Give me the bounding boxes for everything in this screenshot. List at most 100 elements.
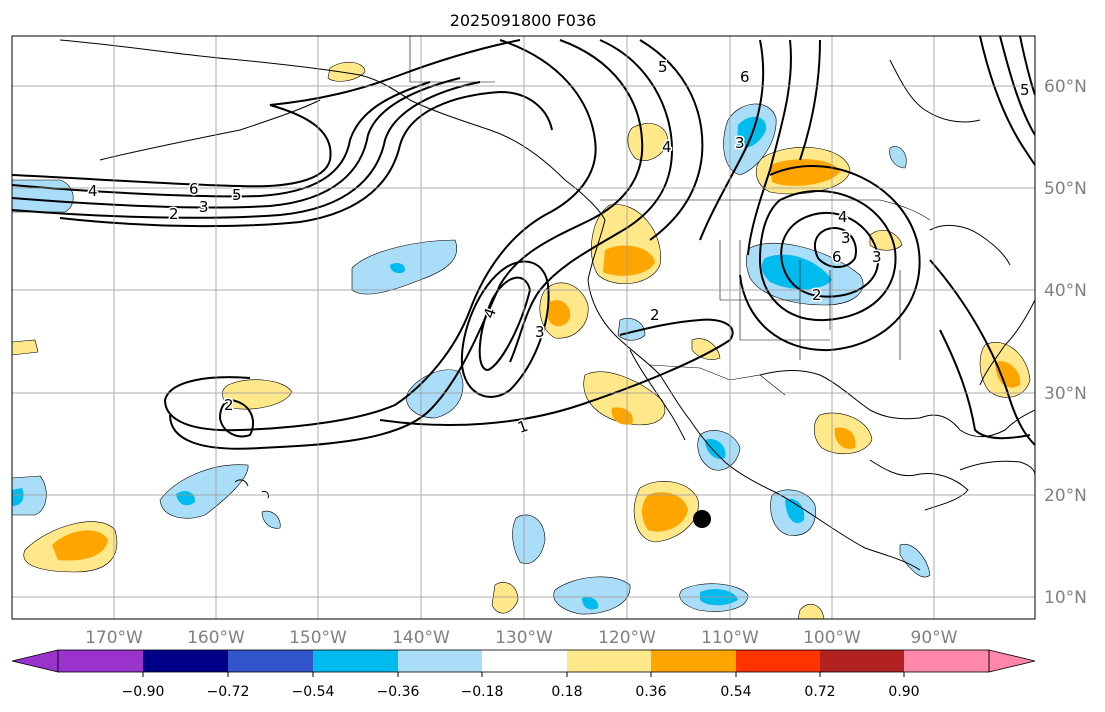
shade-pos-4-core	[611, 407, 633, 425]
shade-neg-3-core	[390, 262, 405, 274]
coast-baja	[629, 349, 686, 441]
coast-alaska	[59, 39, 606, 221]
lon-label-140w: 140°W	[392, 628, 450, 648]
shade-pos-8-core	[995, 361, 1021, 388]
contour-label: 3	[535, 323, 545, 341]
lat-label-10n: 10°N	[1044, 588, 1087, 608]
colorbar-frame	[57, 649, 990, 673]
contour-label: 3	[735, 134, 745, 152]
colorbar-bin-4	[313, 650, 398, 672]
shade-pos-6-core	[52, 530, 108, 561]
lon-label-120w: 120°W	[598, 628, 656, 648]
contour-label: 6	[740, 68, 750, 86]
coast-hudson	[889, 59, 981, 123]
coast-yucatan	[869, 459, 969, 511]
contour-low-south	[218, 398, 255, 438]
latitude-labels: 60°N 50°N 40°N 30°N 20°N 10°N	[1044, 77, 1087, 608]
contour-label: 2	[169, 205, 179, 223]
contour-ne-3	[1019, 36, 1035, 96]
contour-low-rings-1	[813, 227, 857, 268]
colorbar-label: −0.72	[207, 684, 250, 700]
shade-neg-16	[261, 510, 281, 529]
positive-shading	[12, 61, 1031, 619]
colorbar-bin-10	[820, 650, 904, 672]
contours	[12, 36, 1035, 450]
contour-ridge-east-1	[699, 39, 765, 241]
contour-ridge-east-3	[799, 39, 821, 161]
colorbar-label: 0.54	[720, 684, 751, 700]
lon-label-90w: 90°W	[911, 628, 958, 648]
storm-center-marker	[693, 510, 711, 528]
shade-neg-1-core	[761, 254, 832, 290]
colorbar-label: 0.90	[888, 684, 919, 700]
contour-ne-1	[979, 36, 1035, 166]
contour-ridge-east-2	[747, 39, 792, 256]
contour-ne-2	[999, 36, 1035, 136]
map-panel: 4 6 5 2 3 4 3 2 1 2 3 5 6 4 3 2 3 6 4 5	[11, 35, 1036, 620]
contour-closed-low	[478, 276, 532, 372]
contour-label: 3	[872, 248, 882, 266]
contour-low-rings-4	[739, 165, 921, 352]
shade-neg-9-core	[705, 439, 726, 459]
contour-jet-1	[12, 39, 521, 188]
border-us-canada	[600, 199, 931, 221]
colorbar-label: −0.36	[377, 684, 420, 700]
contour-label: 2	[812, 286, 822, 304]
longitude-labels: 170°W 160°W 150°W 140°W 130°W 120°W 110°…	[85, 628, 958, 648]
lat-label-60n: 60°N	[1044, 77, 1087, 97]
colorbar-label: 0.18	[551, 684, 582, 700]
contour-label: 5	[658, 58, 668, 76]
colorbar-bin-7	[567, 650, 651, 672]
contour-label: 6	[832, 248, 842, 266]
shade-pos-1-core	[603, 245, 655, 276]
lon-label-130w: 130°W	[495, 628, 553, 648]
shade-pos-15	[691, 338, 721, 360]
shade-pos-16	[12, 339, 39, 356]
colorbar-bin-9	[736, 650, 820, 672]
contour-trough-1	[163, 39, 597, 432]
coast-hawaii	[234, 479, 269, 499]
contour-label: 2	[224, 396, 234, 414]
contour-label: 3	[199, 198, 209, 216]
contour-label: 3	[841, 229, 851, 247]
colorbar-bin-3	[228, 650, 313, 672]
shade-pos-5-core	[642, 492, 688, 532]
lon-label-170w: 170°W	[85, 628, 143, 648]
colorbar-bin-5	[398, 650, 482, 672]
coast-eastus	[979, 299, 1035, 386]
contour-jet-3	[12, 77, 461, 209]
colorbar: −0.90 −0.72 −0.54 −0.36 −0.18 0.18 0.36 …	[11, 649, 1036, 700]
contour-trough-3	[509, 39, 674, 363]
coast-westus	[587, 219, 921, 571]
contour-jet-4	[12, 81, 481, 219]
colorbar-label: −0.54	[292, 684, 335, 700]
coastlines	[59, 39, 1035, 571]
figure-title: 2025091800 F036	[450, 11, 597, 30]
contour-one	[379, 318, 734, 426]
shade-neg-6-core	[582, 597, 599, 610]
lat-label-20n: 20°N	[1044, 486, 1087, 506]
shade-pos-13	[797, 603, 825, 619]
shade-neg-11	[12, 179, 74, 213]
colorbar-label: −0.90	[122, 684, 165, 700]
colorbar-bin-8	[651, 650, 736, 672]
contour-low-rings-2	[780, 211, 880, 298]
colorbar-bin-1	[58, 650, 143, 672]
colorbar-ticks	[142, 672, 905, 677]
lat-label-40n: 40°N	[1044, 281, 1087, 301]
colorbar-label: 0.72	[804, 684, 835, 700]
colorbar-bin-6	[482, 650, 567, 672]
contour-low-rings-3	[758, 189, 897, 322]
shade-pos-10	[627, 123, 669, 162]
coast-gulf-mexico	[759, 370, 1035, 438]
shade-neg-12-core	[12, 488, 24, 506]
lon-label-160w: 160°W	[187, 628, 245, 648]
contour-trough-4	[639, 39, 704, 241]
lat-label-50n: 50°N	[1044, 179, 1087, 199]
gridlines	[12, 36, 1035, 619]
colorbar-bin-2	[143, 650, 228, 672]
lon-label-100w: 100°W	[803, 628, 861, 648]
shade-pos-9-core	[834, 427, 856, 449]
contour-label: 4	[838, 208, 848, 226]
